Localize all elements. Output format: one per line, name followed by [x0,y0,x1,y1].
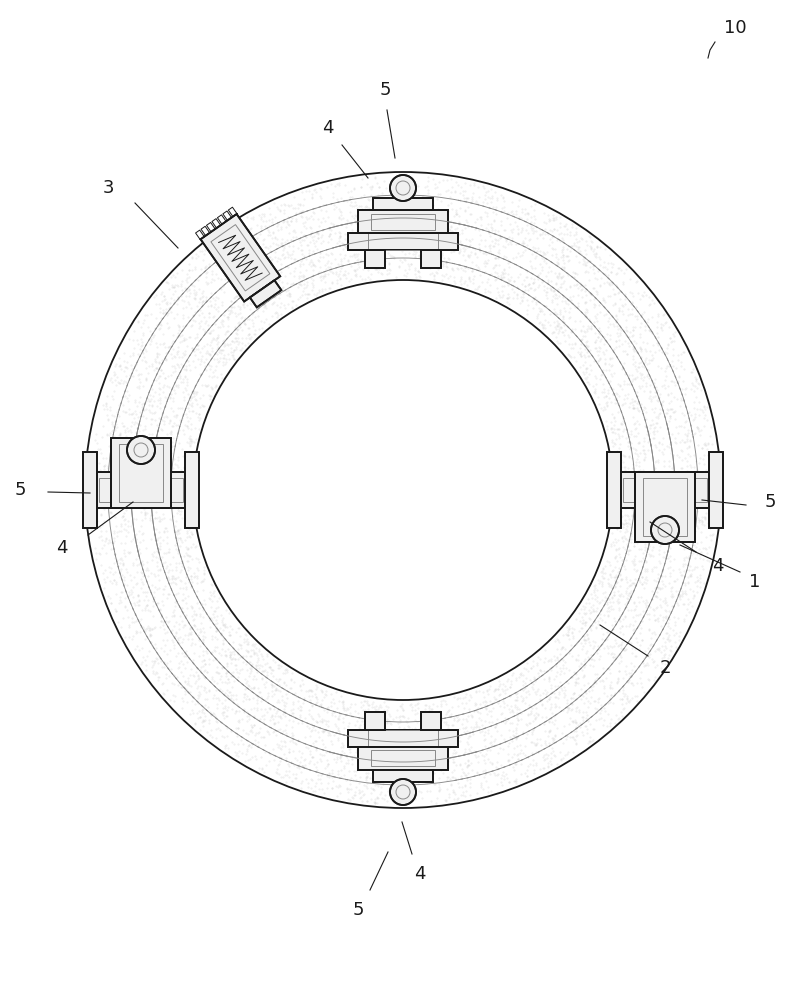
Polygon shape [607,452,621,528]
Circle shape [651,516,679,544]
Polygon shape [365,250,385,268]
Polygon shape [421,712,441,730]
Polygon shape [613,472,717,508]
Polygon shape [89,472,193,508]
Text: 4: 4 [322,119,334,137]
Text: 5: 5 [352,901,364,919]
Polygon shape [348,233,458,250]
Circle shape [127,436,155,464]
Polygon shape [185,452,199,528]
Circle shape [390,175,416,201]
Text: 5: 5 [380,81,391,99]
Text: 5: 5 [764,493,775,511]
Text: 2: 2 [659,659,671,677]
Text: 3: 3 [102,179,114,197]
Polygon shape [635,472,695,542]
Text: 10: 10 [724,19,746,37]
Text: 5: 5 [15,481,26,499]
Text: 4: 4 [414,865,426,883]
Text: 4: 4 [56,539,68,557]
Polygon shape [111,438,171,508]
Polygon shape [250,280,281,307]
Polygon shape [709,452,723,528]
Polygon shape [201,214,280,302]
Polygon shape [358,210,448,233]
Polygon shape [365,712,385,730]
Polygon shape [83,452,97,528]
Circle shape [390,779,416,805]
Polygon shape [348,730,458,747]
Text: 1: 1 [750,573,761,591]
Text: 4: 4 [713,557,724,575]
Polygon shape [421,250,441,268]
Polygon shape [373,198,433,210]
Polygon shape [373,770,433,782]
Polygon shape [358,747,448,770]
